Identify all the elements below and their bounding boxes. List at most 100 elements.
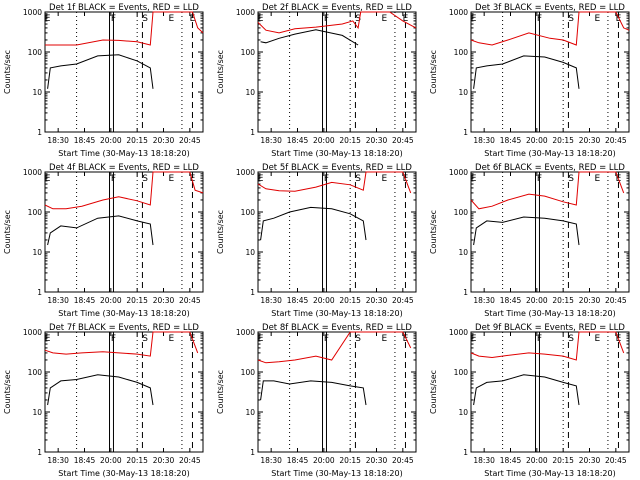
x-tick-label: 18:45 (287, 296, 309, 305)
events-series-line (47, 54, 154, 89)
x-tick-label: 20:00 (100, 136, 122, 145)
x-tick-label: 18:30 (473, 296, 495, 305)
x-tick-label: 20:30 (366, 136, 388, 145)
x-tick-label: 20:45 (605, 456, 627, 465)
marker-letter: E (258, 14, 264, 24)
x-tick-label: 20:00 (100, 296, 122, 305)
x-tick-label: 18:30 (260, 456, 282, 465)
marker-letter: E (595, 334, 601, 344)
panel-plot-5: Det 5f BLACK = Events, RED = LLD Counts/s… (216, 163, 417, 318)
marker-letter: E (382, 174, 388, 184)
x-tick-label: 18:45 (500, 136, 522, 145)
y-axis-label: Counts/sec (216, 370, 225, 414)
panel-title: Det 4f BLACK = Events, RED = LLD (49, 163, 199, 173)
x-tick-label: 18:30 (473, 136, 495, 145)
x-tick-label: 20:00 (100, 456, 122, 465)
x-tick-label: 18:45 (74, 296, 96, 305)
detector-panel-6: Det 6f BLACK = Events, RED = LLD Counts/s… (426, 160, 639, 320)
marker-letter: F (111, 334, 116, 344)
y-tick-label: 1000 (449, 168, 468, 177)
marker-letter: E (471, 334, 477, 344)
y-axis-label: Counts/sec (429, 50, 438, 94)
axes-frame (257, 331, 417, 453)
y-axis-label: Counts/sec (429, 370, 438, 414)
y-tick-label: 10 (458, 88, 468, 97)
x-tick-label: 20:30 (366, 296, 388, 305)
marker-letter: F (537, 174, 542, 184)
x-tick-label: 18:30 (47, 136, 69, 145)
lld-series-line (44, 171, 204, 210)
panel-plot-8: Det 8f BLACK = Events, RED = LLD Counts/s… (216, 323, 417, 478)
x-tick-label: 20:15 (552, 296, 574, 305)
axes-frame (44, 331, 204, 453)
x-tick-label: 20:45 (392, 296, 414, 305)
panel-title: Det 6f BLACK = Events, RED = LLD (475, 163, 625, 173)
panel-plot-9: Det 9f BLACK = Events, RED = LLD Counts/s… (429, 323, 630, 478)
y-tick-label: 100 (241, 48, 256, 57)
x-tick-label: 20:00 (313, 456, 335, 465)
x-tick-label: 20:00 (313, 136, 335, 145)
events-series-line (47, 374, 154, 406)
marker-letter: E (403, 334, 409, 344)
marker-letter: F (111, 174, 116, 184)
marker-letter: E (471, 14, 477, 24)
panel-plot-1: Det 1f BLACK = Events, RED = LLD Counts/s… (3, 3, 204, 158)
marker-letter: F (537, 14, 542, 24)
panel-title: Det 9f BLACK = Events, RED = LLD (475, 323, 625, 333)
detector-panel-3: Det 3f BLACK = Events, RED = LLD Counts/s… (426, 0, 639, 160)
marker-letter: E (45, 174, 51, 184)
y-tick-label: 10 (32, 248, 42, 257)
x-tick-label: 20:45 (392, 456, 414, 465)
x-tick-label: 20:15 (552, 136, 574, 145)
y-axis-label: Counts/sec (216, 50, 225, 94)
marker-letter: E (595, 14, 601, 24)
lld-series-line (45, 11, 204, 46)
axes-frame (470, 171, 630, 293)
x-tick-label: 20:15 (339, 296, 361, 305)
y-tick-label: 100 (241, 368, 256, 377)
y-tick-label: 1 (250, 288, 255, 297)
x-tick-label: 20:30 (579, 136, 601, 145)
y-tick-label: 1000 (236, 168, 255, 177)
x-axis-label: Start Time (30-May-13 18:18:20) (271, 309, 402, 318)
marker-letter: E (169, 174, 175, 184)
x-axis-label: Start Time (30-May-13 18:18:20) (484, 149, 615, 158)
detector-panel-7: Det 7f BLACK = Events, RED = LLD Counts/s… (0, 320, 213, 480)
x-tick-label: 20:00 (526, 456, 548, 465)
detector-panel-4: Det 4f BLACK = Events, RED = LLD Counts/s… (0, 160, 213, 320)
x-tick-label: 20:15 (552, 456, 574, 465)
marker-letter: F (324, 14, 329, 24)
marker-letter: E (616, 14, 622, 24)
lld-series-line (257, 171, 412, 194)
x-tick-label: 18:30 (473, 456, 495, 465)
lld-series-line (470, 331, 625, 361)
y-tick-label: 100 (28, 208, 43, 217)
panel-plot-7: Det 7f BLACK = Events, RED = LLD Counts/s… (3, 323, 204, 478)
x-tick-label: 20:15 (126, 296, 148, 305)
x-axis-label: Start Time (30-May-13 18:18:20) (271, 469, 402, 478)
y-axis-label: Counts/sec (3, 210, 12, 254)
y-tick-label: 1 (463, 128, 468, 137)
axes-frame (257, 11, 417, 133)
events-series-line (260, 29, 359, 46)
panel-plot-3: Det 3f BLACK = Events, RED = LLD Counts/s… (429, 3, 630, 158)
y-tick-label: 1000 (449, 328, 468, 337)
x-tick-label: 20:45 (605, 296, 627, 305)
y-tick-label: 100 (454, 208, 469, 217)
marker-letter: S (355, 334, 361, 344)
x-tick-label: 20:00 (313, 296, 335, 305)
x-axis-label: Start Time (30-May-13 18:18:20) (271, 149, 402, 158)
y-tick-label: 10 (458, 408, 468, 417)
y-axis-label: Counts/sec (216, 210, 225, 254)
marker-letter: S (355, 174, 361, 184)
axes-frame (44, 171, 204, 293)
y-tick-label: 100 (28, 368, 43, 377)
y-tick-label: 1000 (236, 8, 255, 17)
marker-letter: E (595, 174, 601, 184)
y-tick-label: 1 (463, 288, 468, 297)
marker-letter: E (190, 174, 196, 184)
x-tick-label: 20:45 (179, 136, 201, 145)
x-axis-label: Start Time (30-May-13 18:18:20) (58, 309, 189, 318)
axes-frame (470, 331, 630, 453)
y-axis-label: Counts/sec (429, 210, 438, 254)
